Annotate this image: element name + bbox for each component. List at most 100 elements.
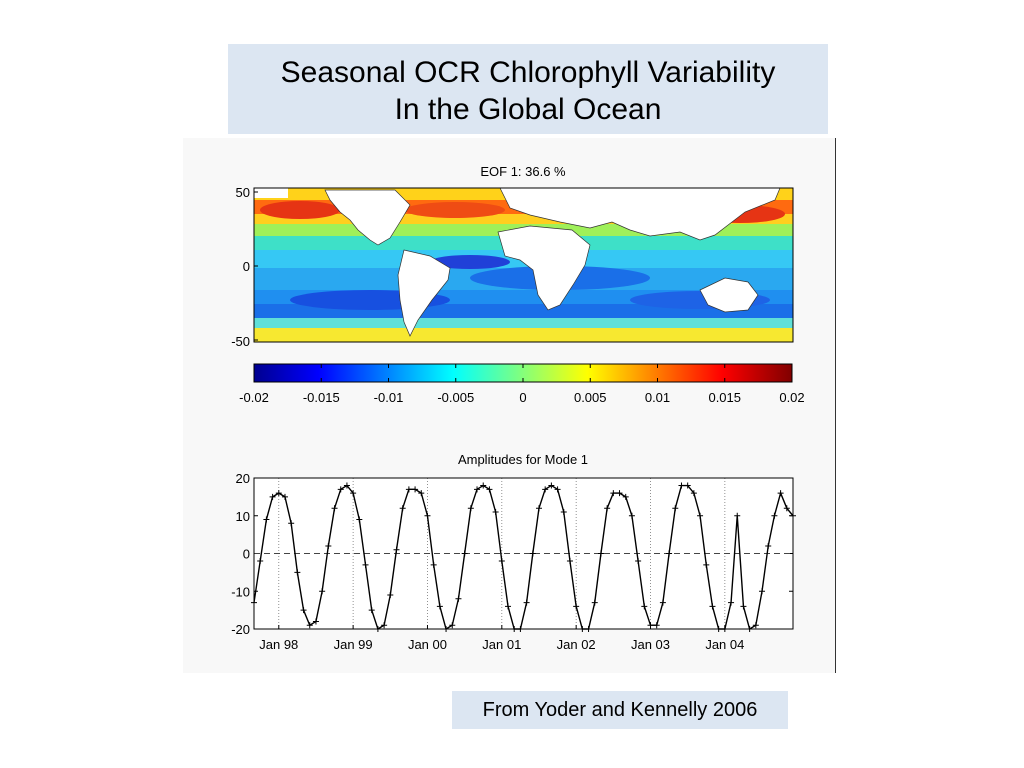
amp-data-point xyxy=(709,603,716,610)
amp-data-point xyxy=(523,599,530,606)
amp-data-point xyxy=(542,486,549,493)
amp-data-point xyxy=(505,603,512,610)
amp-data-point xyxy=(666,550,673,557)
map-title: EOF 1: 36.6 % xyxy=(480,164,566,179)
amp-xtick-label: Jan 03 xyxy=(631,637,670,652)
amp-xtick-label: Jan 98 xyxy=(259,637,298,652)
amp-ytick-label: 0 xyxy=(243,547,250,562)
amp-data-point xyxy=(529,550,536,557)
amp-series-line xyxy=(253,484,794,631)
land-south-america xyxy=(397,249,451,337)
amp-xtick-label: Jan 00 xyxy=(408,637,447,652)
amp-data-point xyxy=(331,505,338,512)
map-y-ticks: 50 0 -50 xyxy=(231,185,258,349)
amp-data-point xyxy=(350,490,357,497)
land-eurasia xyxy=(499,188,781,241)
colorbar-tick-label: 0 xyxy=(519,390,526,405)
amp-xtick-label: Jan 99 xyxy=(334,637,373,652)
amp-data-point xyxy=(560,508,567,515)
amp-ytick-label: -20 xyxy=(231,622,250,637)
amp-data-point xyxy=(387,592,394,599)
amp-data-point xyxy=(343,482,350,489)
amp-data-point xyxy=(628,512,635,519)
amp-data-point xyxy=(325,542,332,549)
map-band-south-4 xyxy=(254,328,793,342)
amp-data-point xyxy=(566,558,573,565)
map-patch-npac-1 xyxy=(260,201,340,219)
amp-data-point xyxy=(591,599,598,606)
colorbar-ticks: -0.02 -0.015 -0.01 -0.005 0 0.005 0.01 0.015 0.0… xyxy=(239,364,805,405)
amp-data-point xyxy=(486,486,493,493)
amp-xtick-label: Jan 02 xyxy=(557,637,596,652)
map-ytick-label-minus50: -50 xyxy=(231,334,250,349)
amp-data-point xyxy=(740,603,747,610)
amp-data-point xyxy=(294,569,301,576)
amp-data-point xyxy=(356,516,363,523)
amp-data-point xyxy=(573,603,580,610)
amp-data-point xyxy=(288,520,295,527)
land-africa xyxy=(497,225,591,311)
amp-data-point xyxy=(418,490,425,497)
amp-data-point xyxy=(480,482,487,489)
amp-data-point xyxy=(455,595,462,602)
amp-data-point xyxy=(461,550,468,557)
map-patch-natl xyxy=(405,202,505,218)
figure-right-border xyxy=(835,138,836,673)
amp-data-point xyxy=(783,505,790,512)
amp-data-point xyxy=(535,505,542,512)
amp-data-point xyxy=(622,493,629,500)
amp-data-point xyxy=(771,512,778,519)
amp-data-point xyxy=(430,561,437,568)
amp-data-point xyxy=(703,561,710,568)
amp-data-point xyxy=(281,493,288,500)
land-australia xyxy=(699,277,759,313)
slide-title-box: Seasonal OCR Chlorophyll Variability In … xyxy=(228,44,828,134)
colorbar-tick-label: -0.015 xyxy=(303,390,340,405)
colorbar-tick-label: -0.005 xyxy=(437,390,474,405)
amp-data-point xyxy=(275,490,282,497)
map-band-south-3 xyxy=(254,318,793,328)
amp-data-point xyxy=(728,599,735,606)
amp-data-point xyxy=(257,558,264,565)
map-band-north-3 xyxy=(254,214,793,224)
amp-plot-background xyxy=(254,478,793,629)
amp-data-point xyxy=(678,482,685,489)
amp-xtick-label: Jan 01 xyxy=(482,637,521,652)
source-credit: From Yoder and Kennelly 2006 xyxy=(452,691,788,729)
amp-data-point xyxy=(672,505,679,512)
amp-data-point xyxy=(498,558,505,565)
amp-data-point xyxy=(300,607,307,614)
amp-data-point xyxy=(449,622,456,629)
amp-data-point xyxy=(269,493,276,500)
amp-data-point xyxy=(752,622,759,629)
amp-data-point xyxy=(474,486,481,493)
amp-ytick-label: -10 xyxy=(231,584,250,599)
colorbar-tick-label: 0.01 xyxy=(645,390,670,405)
amp-data-point xyxy=(399,505,406,512)
amp-data-point xyxy=(492,508,499,515)
colorbar-tick-label: 0.015 xyxy=(708,390,741,405)
amp-data-point xyxy=(436,603,443,610)
amp-data-point xyxy=(777,490,784,497)
amp-data-point xyxy=(604,505,611,512)
eof-map xyxy=(254,188,793,342)
amp-plot-frame xyxy=(253,477,794,630)
amp-data-point xyxy=(641,603,648,610)
amp-data-point xyxy=(647,622,654,629)
amp-data-point xyxy=(548,482,555,489)
amp-data-point xyxy=(659,599,666,606)
amp-data-point xyxy=(319,588,326,595)
amp-data-point xyxy=(381,622,388,629)
map-frame xyxy=(253,187,794,343)
slide-title-line-1: Seasonal OCR Chlorophyll Variability xyxy=(280,56,776,89)
amp-data-point xyxy=(684,482,691,489)
colorbar-tick-label: 0.02 xyxy=(779,390,804,405)
amp-data-point xyxy=(467,505,474,512)
amp-data-point xyxy=(759,588,766,595)
amp-data-point xyxy=(653,622,660,629)
amp-data-point xyxy=(765,542,772,549)
amp-data-point xyxy=(362,561,369,568)
land-north-america xyxy=(324,189,411,246)
map-ytick-label-0: 0 xyxy=(243,259,250,274)
